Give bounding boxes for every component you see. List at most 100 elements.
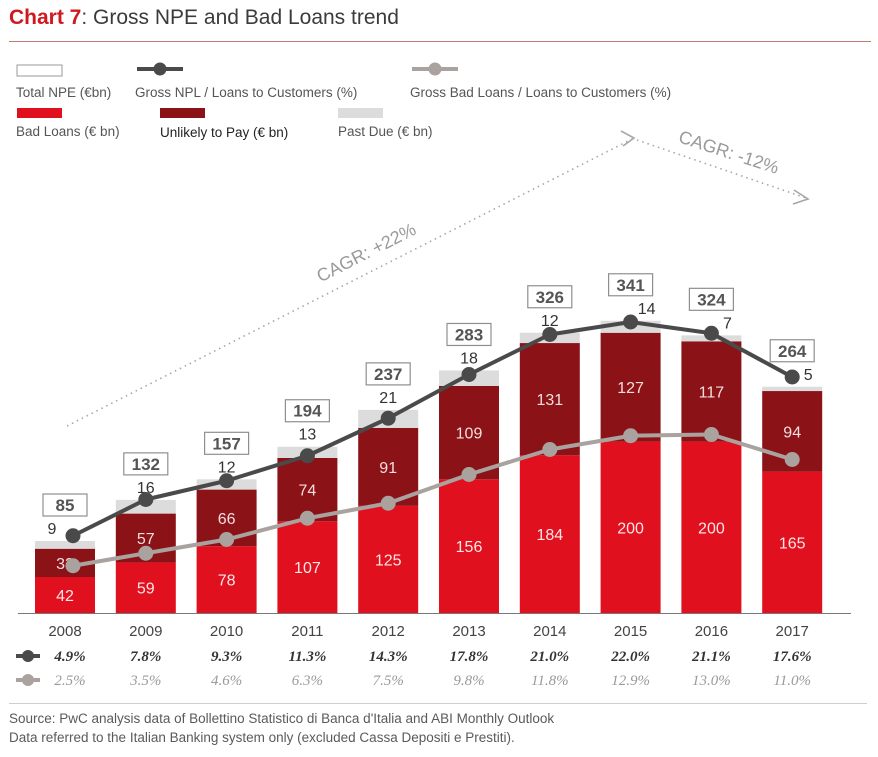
utp-value-label: 131 <box>536 392 563 409</box>
bad-ratio-value: 4.6% <box>211 673 242 689</box>
x-tick-label: 2011 <box>291 623 323 640</box>
x-tick-label: 2017 <box>776 623 809 640</box>
bad-loans-ratio-line <box>72 432 793 568</box>
utp-value-label: 117 <box>699 384 725 401</box>
bad-loans-value-label: 42 <box>56 588 74 605</box>
source-line-2: Data referred to the Italian Banking sys… <box>9 730 515 745</box>
utp-value-label: 74 <box>299 483 317 500</box>
bar-bad-loans <box>115 562 176 613</box>
npl-ratio-point <box>219 473 235 489</box>
past-due-value-label: 14 <box>638 301 656 318</box>
total-npe-value: 132 <box>132 455 160 474</box>
bar-past-due <box>762 386 823 392</box>
past-due-value-label: 9 <box>48 521 57 538</box>
bad-loans-value-label: 107 <box>294 560 321 577</box>
total-npe-box <box>42 493 88 517</box>
bar-bad-loans <box>196 546 257 613</box>
total-npe-box <box>284 399 330 423</box>
past-due-value-label: 16 <box>137 480 155 497</box>
total-npe-box <box>123 452 169 476</box>
bad-ratio-value: 12.9% <box>611 673 650 689</box>
bad-loans-ratio-point <box>219 532 235 547</box>
x-tick-label: 2016 <box>695 623 728 640</box>
total-npe-value: 264 <box>778 342 807 361</box>
cagr-down-arrowhead <box>792 189 810 205</box>
legend-label-bad-loans: Bad Loans (€ bn) <box>16 124 120 139</box>
x-tick-label: 2008 <box>48 623 81 640</box>
past-due-value-label: 21 <box>379 390 397 407</box>
bad-loans-value-label: 59 <box>137 581 155 598</box>
x-tick-label: 2010 <box>210 623 243 640</box>
bad-loans-ratio-point <box>380 495 396 511</box>
legend-dot-bad <box>428 62 442 76</box>
npl-ratio-value: 22.0% <box>610 649 650 665</box>
bar-bad-loans <box>762 471 823 613</box>
bar-bad-loans <box>277 521 338 613</box>
total-npe-value: 341 <box>616 276 644 295</box>
total-npe-box <box>446 322 492 347</box>
legend-label-past-due: Past Due (€ bn) <box>338 124 433 139</box>
source-divider <box>9 703 867 704</box>
x-tick-label: 2014 <box>533 623 566 640</box>
bad-row-marker-dot <box>22 674 34 686</box>
bad-loans-ratio-point <box>138 545 154 561</box>
past-due-value-label: 7 <box>723 315 732 332</box>
total-npe-box <box>204 431 250 455</box>
npl-ratio-point <box>380 410 396 426</box>
utp-value-label: 57 <box>137 531 155 548</box>
chart-title-bold: Chart 7 <box>9 6 82 29</box>
utp-value-label: 109 <box>456 426 483 443</box>
total-npe-value: 324 <box>697 290 726 309</box>
npl-ratio-value: 4.9% <box>53 649 85 665</box>
bad-ratio-value: 7.5% <box>373 673 404 689</box>
bar-bad-loans <box>35 577 95 613</box>
bad-loans-value-label: 125 <box>375 552 402 569</box>
cagr-down-line <box>636 139 807 199</box>
legend-label-npl: Gross NPL / Loans to Customers (%) <box>135 85 357 100</box>
utp-value-label: 127 <box>617 380 644 397</box>
bad-loans-ratio-point <box>623 428 639 444</box>
bad-ratio-value: 11.0% <box>773 673 811 689</box>
npl-ratio-value: 21.1% <box>691 649 731 665</box>
bar-bad-loans <box>600 441 661 613</box>
cagr-down-label: CAGR: -12% <box>676 127 781 178</box>
bad-loans-ratio-point <box>461 467 477 482</box>
title-divider <box>9 41 871 42</box>
total-npe-box <box>688 287 735 311</box>
total-npe-box <box>607 273 654 297</box>
npl-ratio-point <box>542 327 558 342</box>
npl-ratio-value: 14.3% <box>369 649 408 665</box>
bar-past-due <box>35 541 95 549</box>
npl-ratio-point <box>703 325 719 341</box>
npl-ratio-point <box>784 369 800 385</box>
total-npe-value: 283 <box>455 325 483 344</box>
npl-ratio-value: 9.3% <box>211 649 242 665</box>
total-npe-value: 326 <box>536 288 564 307</box>
x-tick-label: 2013 <box>452 623 485 640</box>
total-npe-box <box>769 339 815 363</box>
bad-loans-value-label: 78 <box>218 573 236 590</box>
legend-dot-npl <box>153 62 167 76</box>
bar-unlikely-to-pay <box>519 343 580 456</box>
bad-loans-ratio-point <box>65 558 81 574</box>
chart-title-rest: : Gross NPE and Bad Loans trend <box>81 6 399 29</box>
cagr-up-label: CAGR: +22% <box>313 219 419 286</box>
npl-ratio-point <box>138 492 154 507</box>
bad-ratio-value: 6.3% <box>292 673 323 689</box>
bar-bad-loans <box>358 505 419 613</box>
legend-swatch-past-due <box>338 108 383 118</box>
x-tick-label: 2012 <box>372 623 405 640</box>
npl-ratio-point <box>623 314 639 330</box>
bad-loans-ratio-point <box>784 452 800 467</box>
legend-swatch-bad-loans <box>17 108 62 118</box>
total-npe-value: 85 <box>56 496 75 515</box>
bad-ratio-value: 2.5% <box>54 673 85 689</box>
past-due-value-label: 12 <box>541 313 559 330</box>
bar-unlikely-to-pay <box>277 457 338 522</box>
total-npe-box <box>527 285 573 309</box>
total-npe-value: 157 <box>212 434 240 453</box>
bad-loans-ratio-point <box>703 427 719 442</box>
bar-unlikely-to-pay <box>439 385 499 480</box>
source-line-1: Source: PwC analysis data of Bollettino … <box>9 711 555 726</box>
